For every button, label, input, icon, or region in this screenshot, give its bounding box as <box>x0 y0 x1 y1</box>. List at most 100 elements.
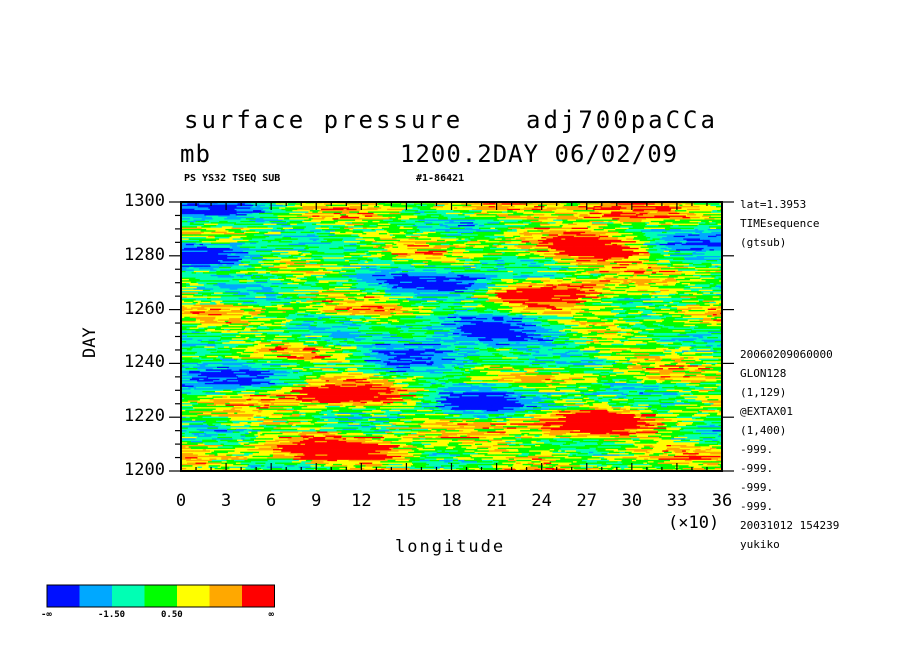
heatmap-cell <box>320 311 326 314</box>
heatmap-cell <box>629 216 638 219</box>
heatmap-cell <box>543 281 557 284</box>
heatmap-cell <box>427 312 442 315</box>
heatmap-cell <box>619 312 624 315</box>
heatmap-cell <box>587 307 599 310</box>
heatmap-cell <box>300 278 318 281</box>
heatmap-cell <box>577 262 583 265</box>
heatmap-cell <box>364 218 368 220</box>
heatmap-cell <box>362 256 367 258</box>
heatmap-cell <box>319 238 325 241</box>
heatmap-cell <box>709 256 722 258</box>
heatmap-cell <box>371 322 378 324</box>
heatmap-cell <box>718 274 722 277</box>
heatmap-cell <box>557 246 575 249</box>
heatmap-cell <box>476 207 494 210</box>
heatmap-cell <box>647 219 657 222</box>
heatmap-cell <box>369 301 376 304</box>
heatmap-cell <box>347 310 356 312</box>
heatmap-cell <box>195 319 201 322</box>
heatmap-cell <box>363 315 381 318</box>
heatmap-cell <box>624 239 631 242</box>
heatmap-cell <box>630 308 635 311</box>
heatmap-cell <box>232 226 244 229</box>
heatmap-cell <box>391 278 406 281</box>
heatmap-cell <box>410 250 416 253</box>
heatmap-cell <box>559 303 577 305</box>
heatmap-cell <box>555 281 564 284</box>
heatmap-cell <box>384 281 401 284</box>
heatmap-cell <box>181 276 188 278</box>
heatmap-cell <box>515 268 520 270</box>
heatmap-cell <box>454 266 472 269</box>
heatmap-cell <box>533 254 541 257</box>
heatmap-cell <box>557 276 567 278</box>
heatmap-cell <box>229 288 239 291</box>
heatmap-cell <box>566 276 578 278</box>
heatmap-cell <box>682 216 691 219</box>
heatmap-cell <box>435 224 441 227</box>
heatmap-cell <box>198 292 215 295</box>
heatmap-cell <box>438 210 454 212</box>
heatmap-cell <box>561 226 571 229</box>
heatmap-cell <box>646 268 662 270</box>
heatmap-cell <box>462 206 469 208</box>
heatmap-cell <box>212 203 227 206</box>
heatmap-cell <box>562 219 569 222</box>
heatmap-cell <box>462 289 475 292</box>
heatmap-cell <box>673 287 685 289</box>
heatmap-cell <box>421 303 434 305</box>
heatmap-cell <box>654 226 671 229</box>
heatmap-cell <box>713 278 722 281</box>
heatmap-cell <box>313 289 328 292</box>
heatmap-cell <box>285 274 294 277</box>
heatmap-cell <box>538 204 548 207</box>
heatmap-cell <box>454 207 458 210</box>
heatmap-cell <box>465 249 475 251</box>
heatmap-cell <box>269 314 275 316</box>
heatmap-cell <box>367 207 372 210</box>
heatmap-cell <box>567 268 577 270</box>
heatmap-cell <box>543 230 551 233</box>
heatmap-cell <box>645 233 662 235</box>
heatmap-cell <box>306 226 322 229</box>
heatmap-cell <box>464 273 469 276</box>
heatmap-cell <box>640 266 649 269</box>
heatmap-cell <box>281 257 299 260</box>
heatmap-cell <box>667 246 677 249</box>
heatmap-cell <box>234 292 239 295</box>
heatmap-cell <box>264 233 282 235</box>
heatmap-cell <box>376 224 384 227</box>
heatmap-cell <box>619 220 637 223</box>
heatmap-cell <box>229 308 241 311</box>
heatmap-cell <box>625 304 642 307</box>
heatmap-cell <box>310 274 322 277</box>
heatmap-cell <box>361 288 366 291</box>
heatmap-cell <box>218 215 230 218</box>
heatmap-cell <box>285 207 295 210</box>
heatmap-cell <box>447 247 464 250</box>
heatmap-cell <box>336 206 351 208</box>
heatmap-cell <box>477 311 494 314</box>
heatmap-cell <box>396 296 414 299</box>
heatmap-cell <box>501 226 509 229</box>
heatmap-cell <box>362 233 367 235</box>
heatmap-cell <box>264 273 273 276</box>
heatmap-cell <box>438 289 456 292</box>
heatmap-cell <box>449 230 462 233</box>
heatmap-cell <box>475 268 484 270</box>
heatmap-cell <box>300 254 307 257</box>
heatmap-cell <box>305 212 320 215</box>
heatmap-cell <box>381 250 392 253</box>
heatmap-cell <box>313 256 323 258</box>
heatmap-cell <box>719 203 722 206</box>
heatmap-cell <box>696 214 704 216</box>
heatmap-cell <box>719 280 722 283</box>
heatmap-cell <box>390 288 401 291</box>
heatmap-cell <box>541 320 559 323</box>
heatmap-cell <box>298 283 305 285</box>
heatmap-cell <box>523 231 530 234</box>
heatmap-cell <box>334 284 344 287</box>
heatmap-cell <box>411 264 429 266</box>
heatmap-cell <box>670 254 686 257</box>
heatmap-cell <box>696 258 705 261</box>
